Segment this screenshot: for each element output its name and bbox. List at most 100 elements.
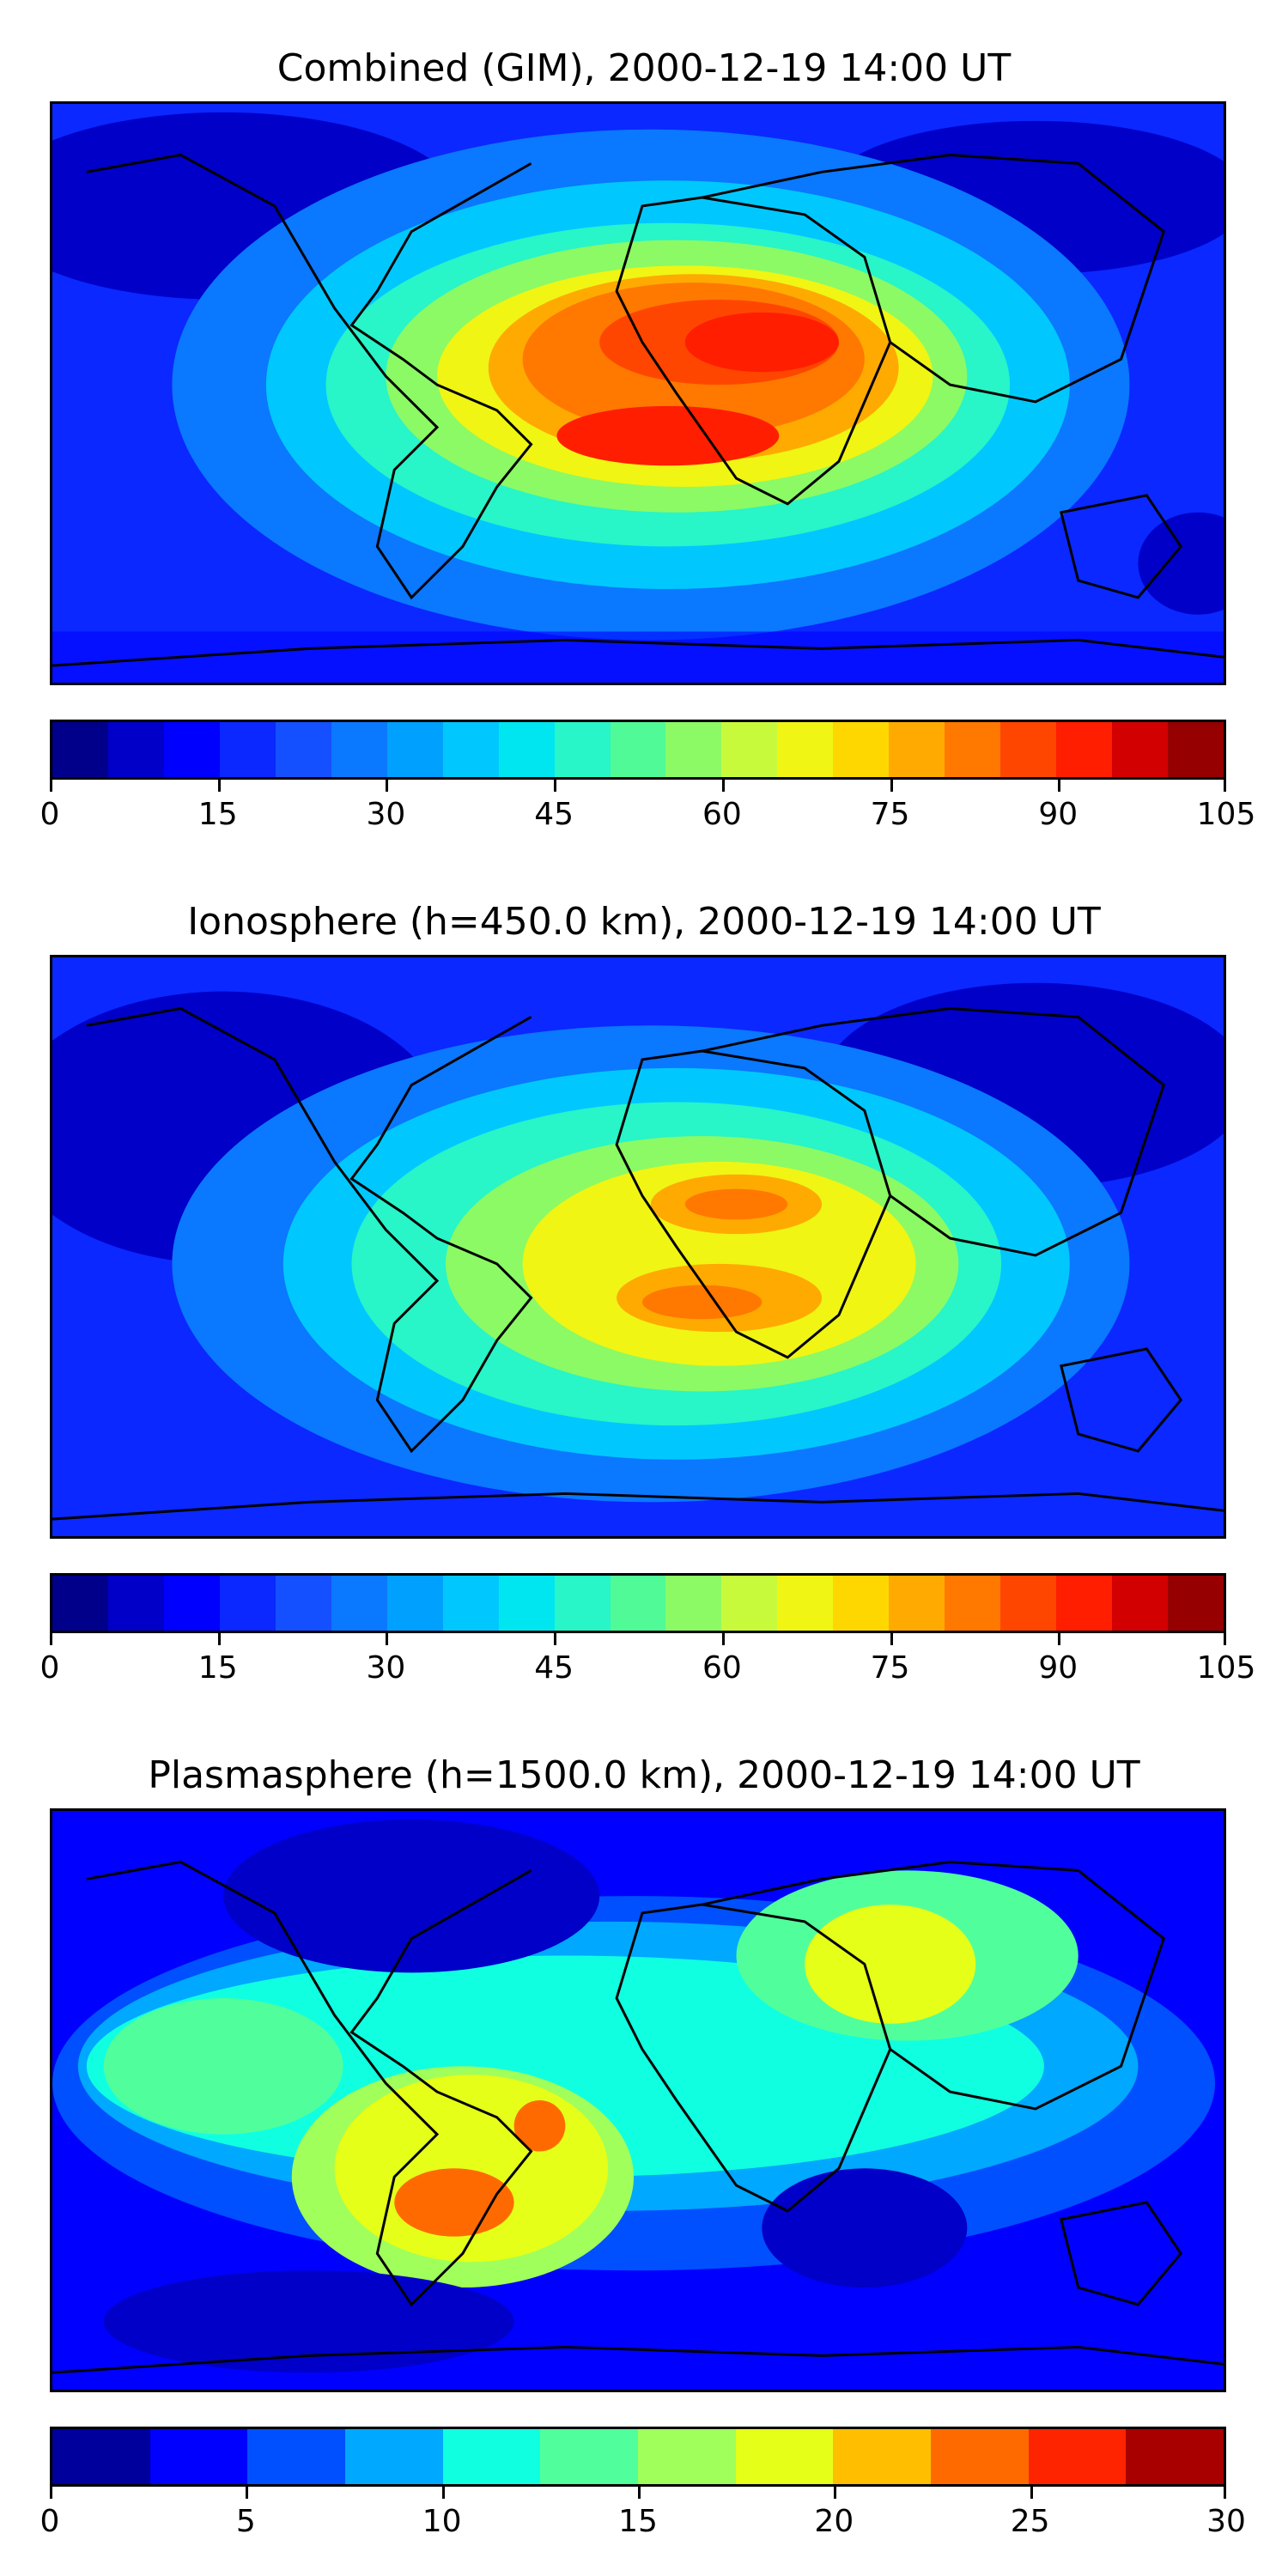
colorbar-segment bbox=[107, 1576, 164, 1631]
colorbar-segment bbox=[554, 722, 611, 777]
colorbar-tick-label: 45 bbox=[534, 797, 574, 832]
colorbar-segment bbox=[1168, 722, 1224, 777]
colorbar-segment bbox=[721, 1576, 778, 1631]
colorbar-tick bbox=[1224, 2487, 1226, 2499]
colorbar-segment bbox=[52, 722, 108, 777]
panel-title-combined: Combined (GIM), 2000-12-19 14:00 UT bbox=[276, 46, 1012, 90]
colorbar-tick bbox=[50, 2487, 52, 2499]
colorbar-tick-label: 25 bbox=[1010, 2504, 1050, 2539]
colorbar-tick-label: 75 bbox=[870, 1650, 910, 1686]
colorbar-tick-label: 15 bbox=[197, 1650, 238, 1686]
colorbar-tick-label: 90 bbox=[1038, 1650, 1078, 1686]
colorbar-tick-label: 0 bbox=[39, 797, 60, 832]
colorbar-tick bbox=[217, 780, 221, 792]
colorbar-tick bbox=[1058, 780, 1061, 792]
colorbar-segment bbox=[945, 1576, 1001, 1631]
colorbar-tick bbox=[217, 1633, 221, 1645]
colorbar-tick-label: 10 bbox=[422, 2504, 462, 2539]
colorbar-segment bbox=[1056, 1576, 1113, 1631]
colorbar-segment bbox=[1056, 722, 1113, 777]
colorbar-tick bbox=[834, 2487, 837, 2499]
map-plasmasphere bbox=[50, 1808, 1226, 2392]
colorbar-segment bbox=[945, 722, 1001, 777]
colorbar-segment bbox=[386, 1576, 443, 1631]
colorbar-segment bbox=[889, 722, 945, 777]
colorbar-tick bbox=[50, 1633, 52, 1645]
colorbar-tick bbox=[554, 780, 557, 792]
colorbar-tick-label: 30 bbox=[366, 1650, 406, 1686]
colorbar-segment bbox=[345, 2429, 443, 2484]
colorbar-segment bbox=[665, 722, 722, 777]
colorbar-segment bbox=[540, 2429, 639, 2484]
colorbar-tick bbox=[1030, 2487, 1033, 2499]
colorbar-segment bbox=[442, 2429, 541, 2484]
tec-map-ionosphere bbox=[52, 957, 1224, 1536]
colorbar-tick-label: 15 bbox=[618, 2504, 658, 2539]
colorbar-plasmasphere bbox=[50, 2427, 1226, 2487]
colorbar-tick-label: 90 bbox=[1038, 797, 1078, 832]
colorbar-tick-label: 0 bbox=[39, 1650, 60, 1686]
colorbar-segment bbox=[498, 722, 555, 777]
colorbar-segment bbox=[442, 722, 499, 777]
panel-title-ionosphere: Ionosphere (h=450.0 km), 2000-12-19 14:0… bbox=[187, 900, 1101, 944]
colorbar-tick bbox=[1224, 780, 1226, 792]
colorbar-tick bbox=[638, 2487, 641, 2499]
colorbar-tick bbox=[246, 2487, 249, 2499]
colorbar-tick-label: 45 bbox=[534, 1650, 574, 1686]
colorbar-ticks-combined: 0 15 30 45 60 75 90 105 bbox=[40, 780, 1255, 832]
colorbar-tick bbox=[554, 1633, 557, 1645]
colorbar-segment bbox=[777, 1576, 834, 1631]
colorbar-segment bbox=[331, 1576, 387, 1631]
colorbar-tick-label: 20 bbox=[814, 2504, 854, 2539]
tec-map-plasmasphere bbox=[52, 1811, 1224, 2390]
colorbar-segment bbox=[833, 722, 890, 777]
colorbar-ionosphere bbox=[50, 1573, 1226, 1633]
colorbar-tick-label: 15 bbox=[197, 797, 238, 832]
colorbar-segment bbox=[735, 2429, 834, 2484]
colorbar-tick bbox=[50, 780, 52, 792]
colorbar-segment bbox=[331, 722, 387, 777]
colorbar-segment bbox=[1000, 722, 1057, 777]
colorbar-segment bbox=[163, 722, 220, 777]
map-combined bbox=[50, 101, 1226, 685]
colorbar-segment bbox=[777, 722, 834, 777]
colorbar-tick-label: 30 bbox=[1206, 2504, 1246, 2539]
colorbar-tick bbox=[1058, 1633, 1061, 1645]
colorbar-segment bbox=[52, 2429, 150, 2484]
colorbar-tick bbox=[1224, 1633, 1226, 1645]
colorbar-segment bbox=[610, 1576, 666, 1631]
colorbar-tick bbox=[721, 780, 725, 792]
colorbar-segment bbox=[1126, 2429, 1224, 2484]
colorbar-tick-label: 105 bbox=[1196, 1650, 1256, 1686]
colorbar-tick bbox=[441, 2487, 445, 2499]
colorbar-segment bbox=[149, 2429, 248, 2484]
colorbar-segment bbox=[275, 722, 331, 777]
colorbar-segment bbox=[219, 722, 276, 777]
colorbar-tick bbox=[890, 1633, 893, 1645]
panel-title-plasmasphere: Plasmasphere (h=1500.0 km), 2000-12-19 1… bbox=[148, 1753, 1140, 1797]
colorbar-tick bbox=[386, 780, 389, 792]
colorbar-tick-label: 60 bbox=[702, 797, 742, 832]
colorbar-segment bbox=[1168, 1576, 1224, 1631]
colorbar-segment bbox=[1112, 722, 1169, 777]
colorbar-ticks-ionosphere: 0 15 30 45 60 75 90 105 bbox=[40, 1633, 1255, 1686]
colorbar-segment bbox=[721, 722, 778, 777]
colorbar-tick-label: 30 bbox=[366, 797, 406, 832]
colorbar-tick-label: 75 bbox=[870, 797, 910, 832]
colorbar-tick bbox=[890, 780, 893, 792]
colorbar-segment bbox=[498, 1576, 555, 1631]
colorbar-segment bbox=[1000, 1576, 1057, 1631]
colorbar-tick bbox=[386, 1633, 389, 1645]
colorbar-tick-label: 0 bbox=[39, 2504, 60, 2539]
colorbar-segment bbox=[833, 1576, 890, 1631]
colorbar-segment bbox=[386, 722, 443, 777]
colorbar-segment bbox=[1028, 2429, 1127, 2484]
colorbar-segment bbox=[163, 1576, 220, 1631]
colorbar-segment bbox=[610, 722, 666, 777]
colorbar-segment bbox=[833, 2429, 932, 2484]
colorbar-ticks-plasmasphere: 0 5 10 15 20 25 30 bbox=[40, 2487, 1246, 2539]
colorbar-tick-label: 105 bbox=[1196, 797, 1256, 832]
colorbar-segment bbox=[442, 1576, 499, 1631]
colorbar-segment bbox=[1112, 1576, 1169, 1631]
tec-map-combined bbox=[52, 104, 1224, 683]
